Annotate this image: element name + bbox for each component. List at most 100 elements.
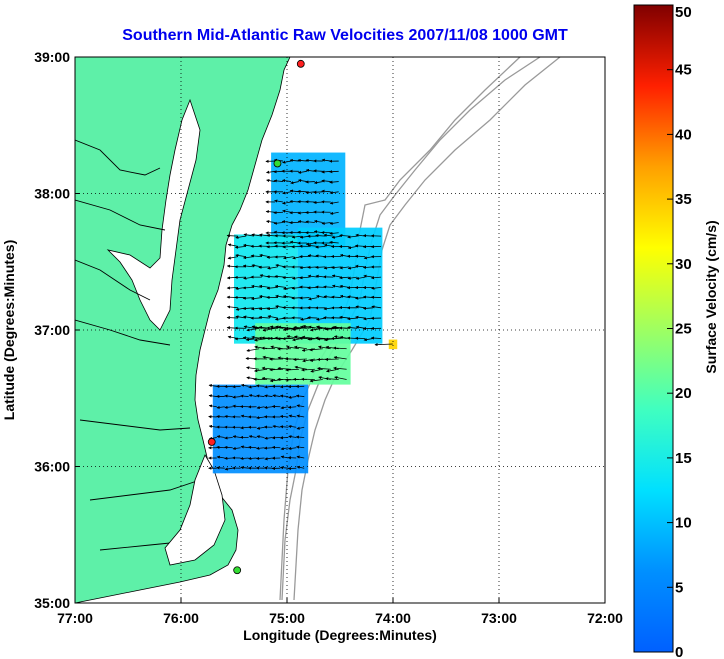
- velocity-vector: [371, 305, 382, 309]
- x-axis: 77:00 76:00 75:00 74:00 73:00 72:00: [57, 598, 623, 626]
- river: [75, 259, 151, 301]
- x-tick-label: 76:00: [163, 610, 199, 626]
- velocity-vector: [254, 368, 268, 373]
- colorbar-tick-label: 50: [675, 4, 692, 21]
- velocity-vector: [248, 456, 257, 461]
- velocity-vector: [317, 366, 331, 371]
- velocity-vector: [216, 445, 225, 449]
- velocity-cell-offshore-cell: [388, 339, 398, 350]
- velocity-vector: [264, 385, 273, 389]
- velocity-vector: [279, 414, 289, 419]
- colorbar: [633, 4, 674, 653]
- velocity-vector: [216, 415, 225, 419]
- velocity-cell-south: [212, 384, 309, 474]
- velocity-vector: [280, 455, 289, 459]
- velocity-vector: [240, 394, 249, 398]
- velocity-vector: [264, 394, 273, 398]
- velocity-vector: [370, 276, 382, 280]
- velocity-vector: [302, 324, 315, 329]
- velocity-vector: [324, 337, 339, 341]
- velocity-vector: [255, 384, 265, 388]
- velocity-vector: [301, 368, 315, 372]
- radar-station-marker: [296, 59, 305, 68]
- velocity-vector: [224, 467, 233, 471]
- chesapeake-bay: [106, 98, 201, 331]
- velocity-vector: [293, 345, 307, 350]
- velocity-vector: [294, 365, 307, 370]
- y-tick-label: 37:00: [34, 322, 70, 338]
- river: [79, 419, 191, 431]
- velocity-vector: [256, 394, 265, 398]
- velocity-vector: [216, 466, 225, 470]
- radar-station-marker: [273, 159, 282, 168]
- velocity-vector: [282, 256, 294, 260]
- velocity-vector: [288, 424, 297, 429]
- velocity-vector: [305, 220, 315, 224]
- velocity-vector: [272, 424, 281, 429]
- velocity-vector: [254, 338, 268, 342]
- velocity-vector: [208, 404, 217, 408]
- velocity-vector: [248, 435, 257, 439]
- velocity-vector: [289, 158, 299, 163]
- colorbar-tick-label: 0: [675, 644, 683, 659]
- velocity-vector: [277, 366, 292, 371]
- velocity-vector: [279, 425, 289, 429]
- velocity-vector: [323, 285, 334, 289]
- velocity-vector: [253, 326, 268, 330]
- velocity-vector: [240, 426, 249, 430]
- velocity-vector: [240, 466, 249, 470]
- x-tick-label: 75:00: [269, 610, 305, 626]
- velocity-vector: [246, 348, 260, 352]
- river: [75, 199, 166, 231]
- velocity-vector: [264, 405, 273, 409]
- velocity-vector: [256, 416, 265, 420]
- velocity-vector: [246, 327, 260, 332]
- velocity-vector: [305, 180, 315, 184]
- velocity-vector: [273, 221, 284, 225]
- velocity-vector: [316, 326, 331, 330]
- velocity-vector: [325, 327, 339, 331]
- velocity-vector: [282, 276, 294, 280]
- velocity-vector: [262, 327, 276, 332]
- x-tick-label: 72:00: [587, 610, 623, 626]
- velocity-vector: [290, 181, 300, 185]
- velocity-vector: [288, 446, 297, 450]
- velocity-vector: [256, 435, 265, 439]
- velocity-vector: [329, 191, 339, 195]
- velocity-vector: [240, 445, 249, 449]
- velocity-vector: [297, 170, 307, 174]
- velocity-vector: [224, 414, 233, 419]
- velocity-cell-frontal-band: [255, 323, 351, 385]
- velocity-vector: [240, 456, 249, 461]
- plot-area: [75, 57, 605, 603]
- colorbar-tick-label: 5: [675, 579, 683, 596]
- velocity-vector: [309, 379, 323, 383]
- colorbar-tick-label: 40: [675, 126, 692, 143]
- velocity-vector: [280, 406, 289, 410]
- velocity-vector: [208, 424, 217, 429]
- river: [89, 479, 201, 501]
- colorbar-tick-label: 20: [675, 385, 692, 402]
- y-tick-label: 36:00: [34, 459, 70, 475]
- velocity-vector: [332, 346, 347, 350]
- chart-title: Southern Mid-Atlantic Raw Velocities 200…: [122, 27, 568, 44]
- velocity-vector: [224, 456, 233, 460]
- velocity-vector: [261, 366, 276, 370]
- velocity-vector: [279, 394, 289, 398]
- velocity-vector: [374, 343, 393, 347]
- colorbar-tick-label: 10: [675, 515, 692, 532]
- velocity-vector: [248, 394, 257, 398]
- radar-stations: [207, 59, 305, 575]
- velocity-vector: [321, 189, 331, 193]
- velocity-vector: [273, 211, 284, 215]
- velocity-vector: [256, 446, 265, 450]
- velocity-vector: [208, 394, 217, 398]
- velocity-vector: [329, 231, 339, 235]
- x-tick-label: 74:00: [375, 610, 411, 626]
- colorbar-ticks: 0 5 10 15 20 25 30 35 40 45 50: [667, 4, 692, 659]
- velocity-vector: [261, 346, 276, 350]
- velocity-vector: [248, 385, 257, 389]
- velocity-vector: [295, 394, 305, 398]
- y-tick-label: 39:00: [34, 49, 70, 65]
- velocity-vector: [288, 395, 297, 399]
